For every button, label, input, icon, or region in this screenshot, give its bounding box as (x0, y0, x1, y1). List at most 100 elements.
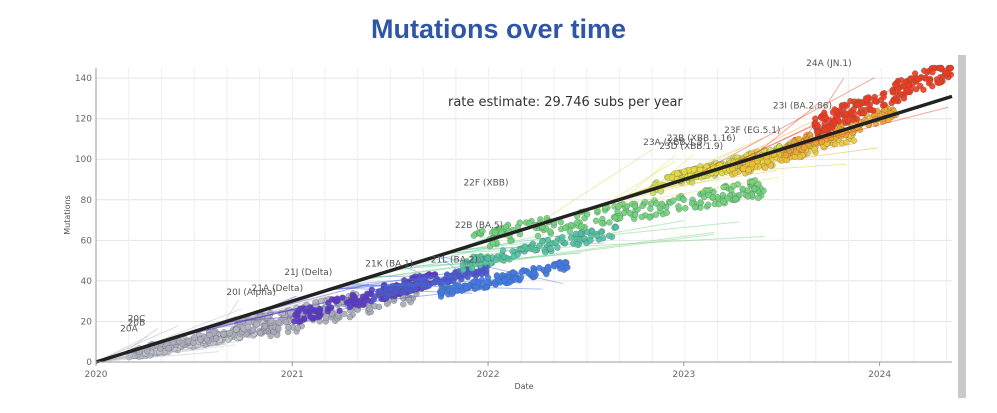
slide-title: Mutations over time (370, 14, 627, 44)
data-point (889, 89, 896, 96)
data-point (385, 291, 392, 299)
y-tick-label: 80 (81, 196, 93, 206)
data-point (370, 296, 377, 303)
data-point (517, 274, 525, 281)
data-point (929, 69, 936, 76)
branch-line (360, 233, 715, 281)
data-point (190, 339, 197, 346)
data-point (324, 308, 331, 315)
data-point (144, 347, 151, 355)
branch-line (581, 176, 779, 212)
data-point (300, 315, 308, 322)
data-point (375, 303, 383, 311)
data-point (842, 110, 849, 117)
data-point (567, 234, 575, 241)
data-point (705, 201, 712, 208)
y-tick-label: 100 (75, 155, 92, 165)
data-point (567, 221, 575, 229)
data-point (821, 126, 828, 134)
branch-line (121, 328, 158, 355)
data-point (730, 182, 737, 190)
y-tick-label: 120 (75, 115, 92, 125)
data-point (547, 245, 554, 252)
data-point (896, 90, 904, 97)
branch-line (445, 235, 765, 255)
clade-label: 21K (BA.1) (365, 260, 413, 270)
data-point (279, 309, 286, 317)
x-tick-label: 2021 (281, 370, 304, 380)
data-point (670, 197, 677, 204)
data-point (845, 118, 852, 126)
data-point (545, 263, 552, 271)
branch-line (749, 101, 820, 160)
data-point (681, 168, 688, 175)
data-point (761, 164, 769, 172)
data-point (647, 205, 654, 212)
data-point (764, 158, 771, 165)
data-point (915, 75, 922, 83)
scrollbar[interactable] (958, 55, 966, 398)
data-point (947, 64, 955, 72)
branch-line (394, 234, 544, 270)
data-point (478, 270, 485, 278)
data-point (821, 109, 828, 116)
y-tick-label: 20 (81, 317, 93, 327)
data-point (509, 248, 516, 255)
data-point (573, 219, 581, 226)
data-point (615, 203, 622, 210)
data-point (363, 294, 370, 301)
data-point (264, 314, 272, 321)
x-axis-label: Date (514, 382, 533, 391)
data-point (377, 287, 384, 295)
data-point (546, 228, 554, 235)
data-point (744, 193, 752, 200)
data-point (838, 102, 846, 109)
clade-label: 23B (XBB.1.16) (667, 134, 736, 144)
data-point (512, 276, 519, 283)
data-point (531, 247, 539, 254)
data-point (507, 237, 514, 245)
clade-label: 20C (128, 314, 146, 324)
data-point (421, 275, 428, 283)
branch-line (362, 231, 715, 280)
data-point (900, 95, 908, 102)
branch-line (102, 344, 237, 361)
data-point (663, 209, 670, 216)
data-point (720, 198, 727, 205)
data-point (499, 247, 507, 254)
data-point (500, 277, 508, 284)
data-point (903, 87, 911, 94)
data-point (322, 314, 330, 322)
data-point (308, 306, 315, 313)
data-point (563, 264, 570, 272)
branch-line (345, 275, 457, 286)
data-point (212, 335, 220, 342)
branch-line (370, 275, 439, 278)
data-point (233, 326, 240, 333)
data-point (572, 230, 579, 237)
data-point (868, 106, 875, 114)
x-tick-label: 2022 (477, 370, 500, 380)
data-point (652, 211, 659, 218)
data-point (244, 323, 252, 331)
data-point (720, 183, 727, 191)
clade-series (360, 177, 767, 281)
data-point (551, 263, 558, 270)
x-tick-label: 2020 (85, 370, 108, 380)
branch-line (437, 255, 564, 285)
data-point (349, 291, 356, 299)
clade-label: 20B (128, 319, 146, 329)
data-point (521, 243, 529, 250)
data-point (294, 324, 301, 332)
data-point (525, 269, 532, 277)
data-point (854, 101, 861, 109)
data-point (559, 234, 566, 241)
data-point (472, 256, 479, 263)
data-point (905, 82, 912, 89)
branch-line (95, 343, 226, 363)
data-point (612, 214, 619, 221)
branch-line (224, 299, 239, 323)
data-point (593, 232, 601, 240)
data-point (368, 286, 375, 293)
